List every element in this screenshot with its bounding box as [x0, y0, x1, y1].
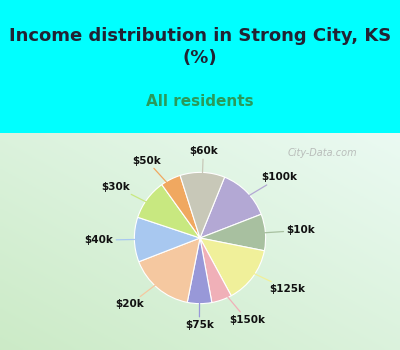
Text: City-Data.com: City-Data.com [288, 148, 358, 158]
Wedge shape [200, 177, 261, 238]
Wedge shape [187, 238, 212, 303]
Wedge shape [180, 173, 224, 238]
Wedge shape [200, 238, 264, 296]
Text: $10k: $10k [247, 225, 315, 236]
Text: $30k: $30k [102, 182, 162, 210]
Text: $40k: $40k [84, 235, 153, 245]
Text: $75k: $75k [185, 285, 214, 330]
Wedge shape [162, 175, 200, 238]
Wedge shape [200, 214, 266, 251]
Wedge shape [200, 238, 231, 302]
Text: $150k: $150k [216, 282, 265, 325]
Text: Income distribution in Strong City, KS
(%): Income distribution in Strong City, KS (… [9, 27, 391, 67]
Text: All residents: All residents [146, 94, 254, 109]
Wedge shape [138, 185, 200, 238]
Text: $20k: $20k [116, 274, 170, 309]
Text: $100k: $100k [234, 172, 298, 205]
Text: $50k: $50k [132, 155, 179, 196]
Wedge shape [134, 217, 200, 262]
Wedge shape [139, 238, 200, 302]
Text: $60k: $60k [189, 146, 218, 191]
Text: $125k: $125k [238, 266, 306, 294]
